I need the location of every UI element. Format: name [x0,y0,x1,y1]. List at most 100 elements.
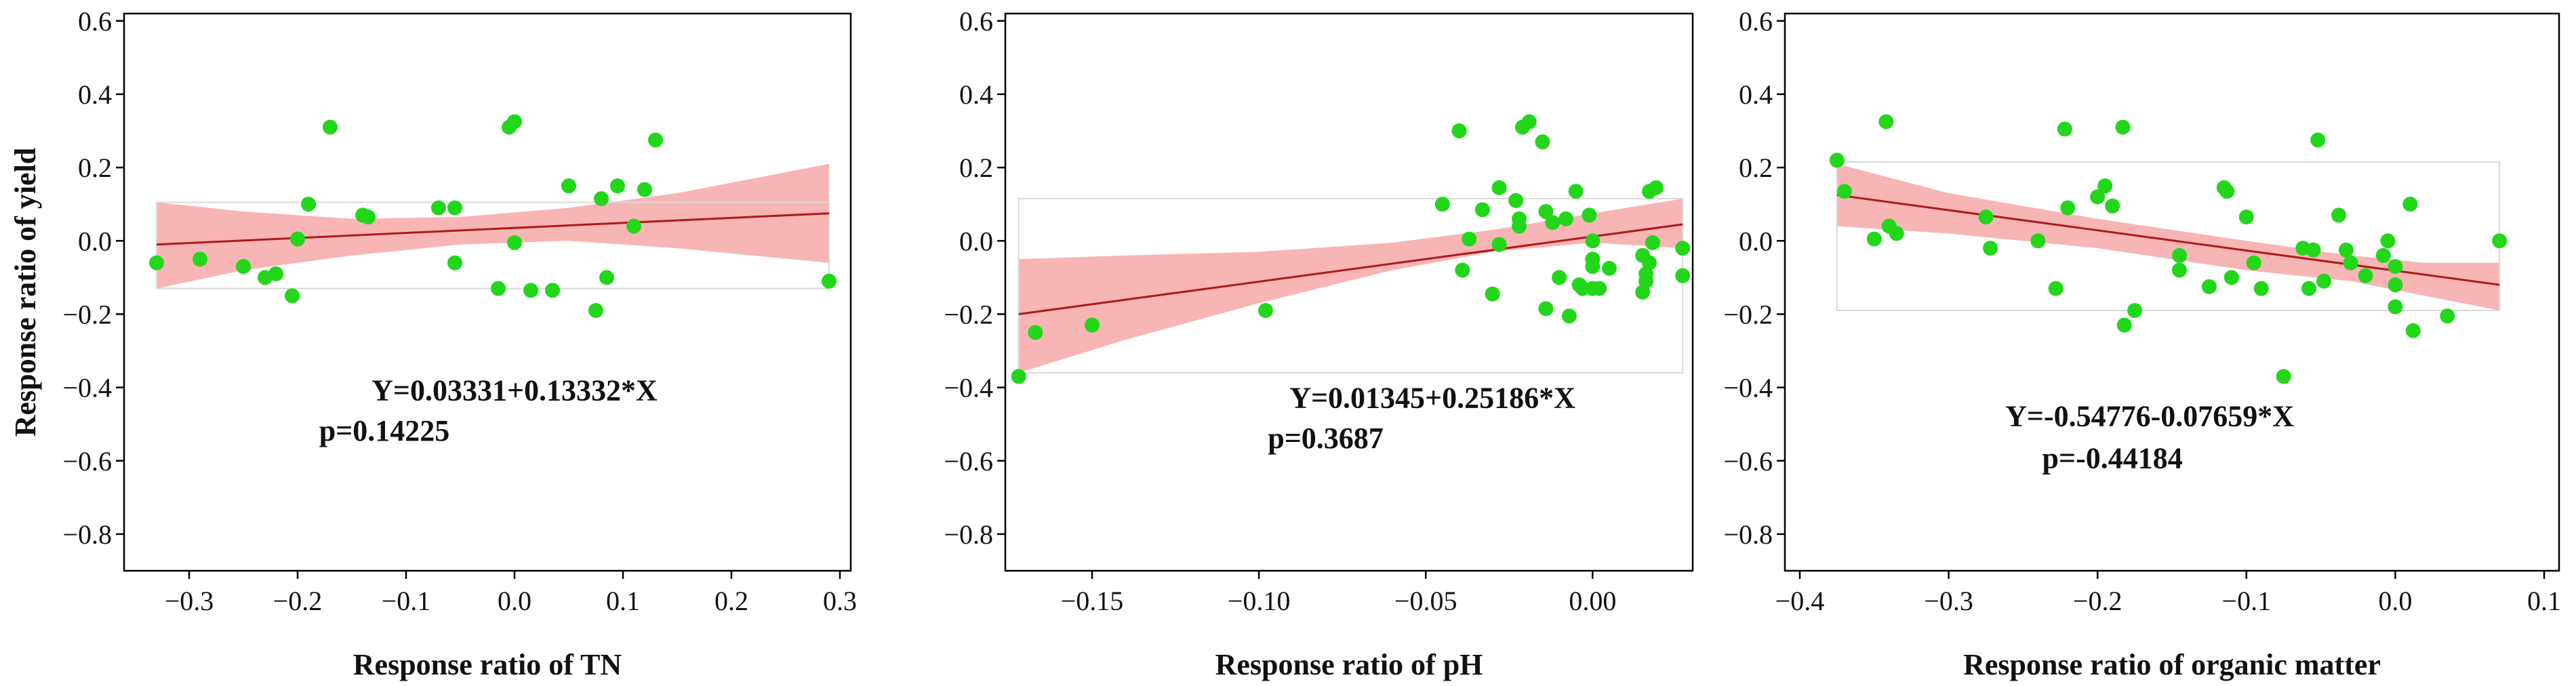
data-point [1585,233,1601,249]
data-point [2402,197,2418,212]
data-point [2030,233,2046,249]
data-point [2358,268,2373,283]
x-tick-label: 0.3 [823,586,857,616]
x-tick-label: −0.4 [1775,586,1825,616]
data-point [2171,247,2187,263]
data-point [2276,369,2291,384]
p-value: p=-0.44184 [2042,442,2183,475]
data-point [1642,255,1657,270]
y-tick-label: 0.6 [959,6,993,37]
y-tick-label: 0.4 [1739,79,1773,110]
data-point [1585,259,1601,275]
y-tick-label: 0.2 [959,153,993,183]
x-axis-title: Response ratio of organic matter [1963,648,2381,681]
data-point [431,200,446,216]
data-point [1462,231,1477,247]
data-point [2388,259,2403,275]
data-point [1582,207,1597,223]
y-tick-label: 0.6 [78,6,112,37]
data-point [2380,233,2396,249]
data-point [2127,303,2143,319]
y-axis-title: Response ratio of yield [9,148,42,437]
data-point [1512,218,1527,234]
data-point [1474,202,1490,218]
y-tick-label: −0.8 [62,519,112,550]
data-point [1648,180,1664,195]
data-point [1592,281,1607,296]
data-point [361,209,376,225]
data-point [2388,299,2403,315]
data-point [1638,273,1654,289]
x-axis-title: Response ratio of TN [353,648,622,681]
data-point [2116,317,2132,333]
data-point [2253,281,2269,296]
x-tick-label: 0.00 [1569,586,1616,616]
y-tick-label: −0.2 [62,299,112,329]
data-point [193,251,207,267]
data-point [2388,277,2403,293]
data-point [323,119,338,135]
data-point [626,218,641,234]
data-point [149,255,164,270]
data-point [2057,121,2072,137]
x-tick-label: −0.05 [1394,586,1457,616]
data-point [1257,303,1273,319]
confidence-band [157,163,829,289]
x-tick-label: −0.1 [382,586,431,616]
data-point [1538,204,1554,220]
y-tick-label: 0.4 [78,79,112,110]
confidence-band [1836,163,2500,310]
y-tick-label: −0.8 [944,519,993,550]
data-point [1538,301,1554,317]
y-tick-label: 0.0 [78,226,112,256]
y-tick-label: 0.4 [959,79,993,110]
data-point [545,283,560,298]
data-point [561,178,576,194]
data-point [1983,241,1998,256]
data-point [610,178,625,194]
x-tick-label: −0.2 [2073,586,2122,616]
x-tick-label: −0.1 [2222,586,2272,616]
x-tick-label: −0.15 [1061,586,1124,616]
data-point [1561,308,1577,324]
data-point [2223,270,2239,285]
data-point [822,273,837,289]
data-point [1829,153,1845,168]
y-tick-label: −0.2 [1723,299,1773,329]
data-point [2440,308,2455,324]
data-point [2060,200,2076,216]
data-point [2097,178,2113,194]
y-tick-label: −0.4 [62,373,112,403]
panel-tn: 0.6 0.4 0.2 0.0 −0.2 −0.4 −0.6 −0.8 −0.3 −0.2 −0.1… [9,6,857,681]
data-point [2171,262,2187,278]
data-point [268,266,283,281]
regression-equation: Y=-0.54776-0.07659*X [2005,399,2294,432]
plot-frame [1004,12,1694,572]
data-point [2201,279,2217,294]
panel-ph: 0.6 0.4 0.2 0.0 −0.2 −0.4 −0.6 −0.8 −0.15 −0.10 −0… [944,6,1694,681]
data-point [2246,255,2261,270]
confidence-band [1018,199,1683,373]
y-tick-label: 0.2 [1739,153,1773,183]
data-point [2306,242,2321,258]
panel-organic-matter: 0.6 0.4 0.2 0.0 −0.2 −0.4 −0.6 −0.8 −0.4 −0.3 −0.2… [1723,6,2561,681]
y-tick-label: −0.4 [944,373,993,403]
regression-equation: Y=0.01345+0.25186*X [1289,381,1575,414]
data-point [1521,114,1537,129]
y-tick-label: 0.0 [959,226,993,256]
data-point [1455,262,1470,278]
x-tick-label: 0.1 [606,586,640,616]
data-point [1601,260,1617,276]
data-point [2219,184,2235,199]
data-point [1011,369,1026,384]
data-point [2301,281,2317,296]
data-point [1675,241,1691,256]
data-point [1491,237,1507,252]
y-tick-label: −0.6 [944,446,993,477]
regression-equation: Y=0.03331+0.13332*X [371,374,658,407]
data-point [301,197,316,212]
data-point [523,283,538,298]
data-point [2375,247,2391,263]
data-point [1552,270,1567,285]
